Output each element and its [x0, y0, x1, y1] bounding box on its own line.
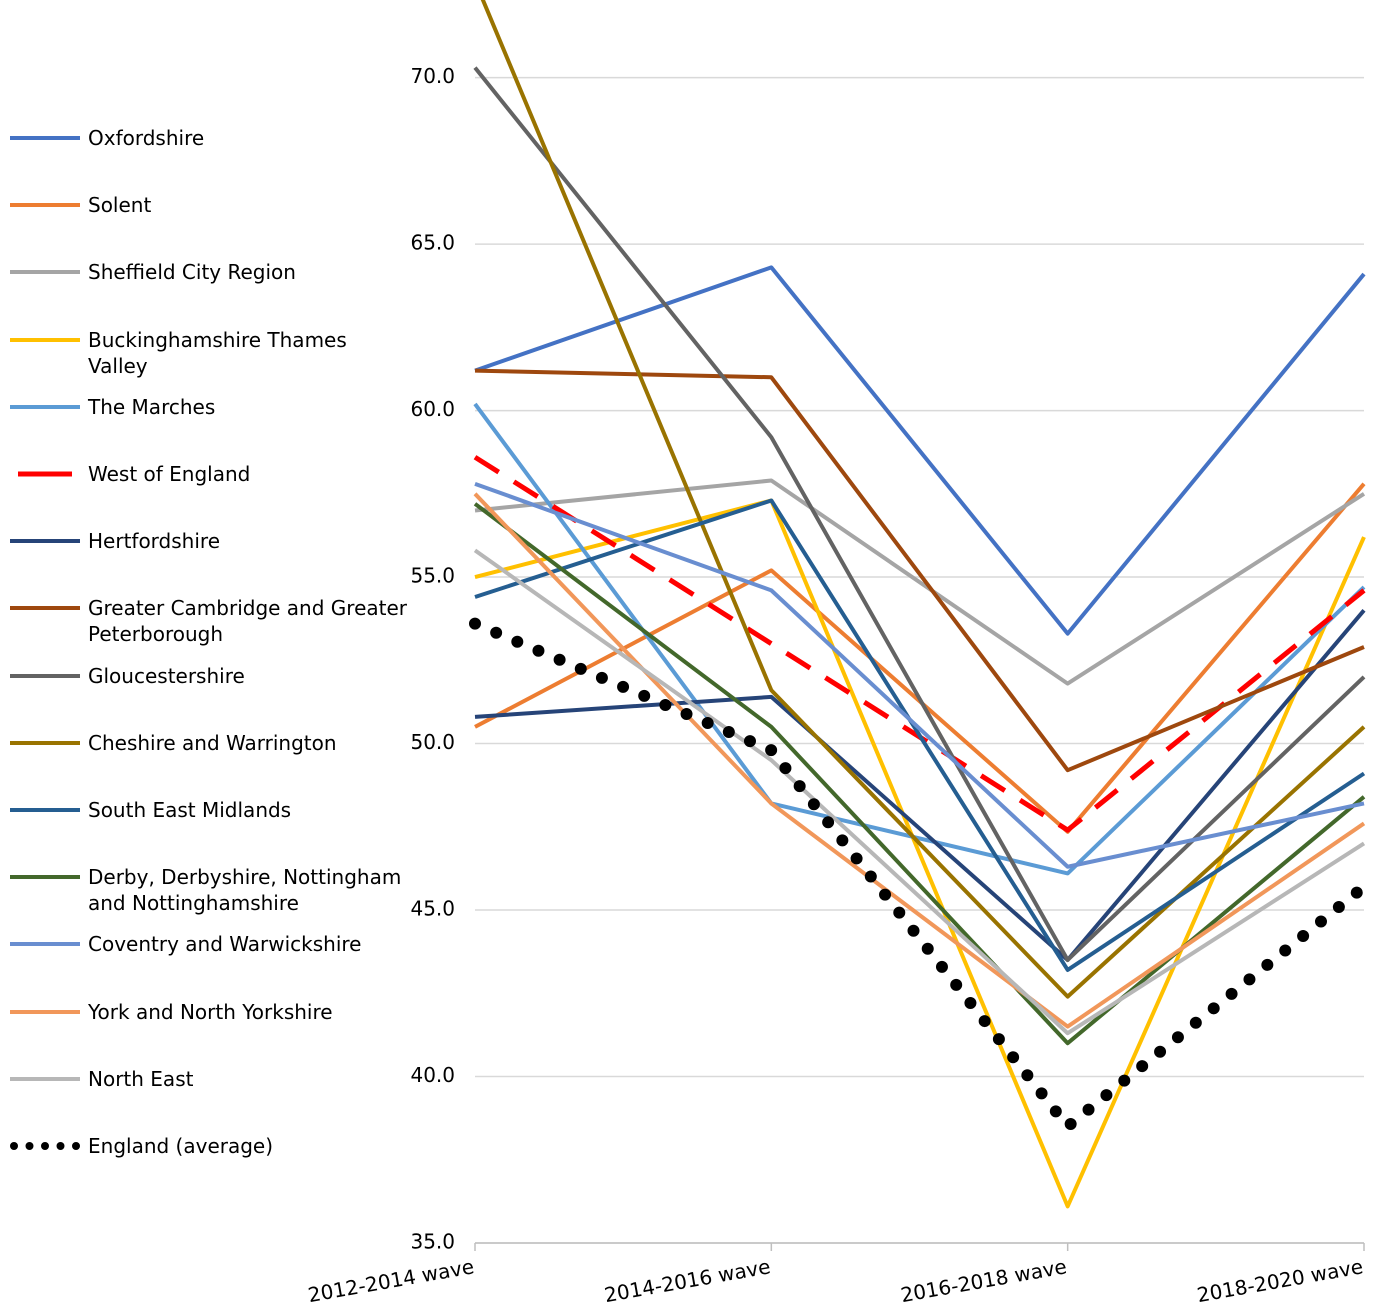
legend-item: West of England — [10, 461, 410, 487]
legend-label: Solent — [88, 193, 152, 218]
legend-swatch — [10, 404, 80, 409]
legend-label: West of England — [88, 462, 251, 486]
legend-item: South East Midlands — [10, 797, 410, 823]
series-line — [474, 498, 1366, 972]
legend-swatch — [10, 1142, 82, 1150]
legend-label: York and North Yorkshire — [88, 999, 333, 1024]
legend-label: Derby, Derbyshire, Nottingham and Nottin… — [88, 865, 402, 916]
legend-swatch — [10, 875, 80, 880]
legend-item: Buckinghamshire Thames Valley — [10, 327, 410, 379]
series-line — [473, 66, 1366, 962]
legend-item: Hertfordshire — [10, 528, 410, 554]
legend-label: Hertfordshire — [88, 529, 220, 554]
legend-item: Oxfordshire — [10, 125, 410, 151]
series-line — [473, 548, 1366, 1036]
legend-item: Gloucestershire — [10, 663, 410, 689]
x-tick-label: 2016-2018 wave — [899, 1254, 1069, 1307]
x-tick-label: 2012-2014 wave — [306, 1254, 476, 1307]
legend-label: North East — [88, 1066, 194, 1091]
series-line — [474, 481, 1365, 869]
legend-swatch — [10, 203, 80, 208]
legend-item: England (average) — [10, 1133, 410, 1159]
series-line — [469, 617, 1370, 1133]
legend-swatch — [10, 270, 80, 275]
y-tick-label: 55.0 — [410, 564, 455, 588]
legend-swatch — [10, 136, 80, 140]
legend-swatch — [10, 673, 80, 678]
legend-label: Sheffield City Region — [88, 260, 296, 285]
legend-swatch — [10, 1076, 80, 1081]
legend-item: North East — [10, 1066, 410, 1092]
legend-swatch — [10, 942, 80, 947]
y-tick-label: 70.0 — [410, 64, 455, 88]
legend-item: Cheshire and Warrington — [10, 730, 410, 756]
y-tick-label: 50.0 — [410, 730, 455, 754]
legend-item: Derby, Derbyshire, Nottingham and Nottin… — [10, 864, 410, 916]
series-line — [480, 0, 1366, 999]
legend-swatch — [10, 337, 80, 342]
legend-label: South East Midlands — [88, 798, 292, 822]
legend-item: York and North Yorkshire — [10, 999, 410, 1025]
series-line — [474, 482, 1366, 834]
legend-label: Gloucestershire — [88, 663, 245, 688]
legend-swatch — [10, 808, 80, 812]
series-line — [474, 478, 1366, 686]
y-tick-label: 35.0 — [410, 1230, 455, 1254]
y-tick-label: 60.0 — [410, 397, 455, 421]
legend-swatch — [10, 471, 80, 477]
x-tick-label: 2014-2016 wave — [602, 1254, 772, 1307]
series-line — [474, 265, 1366, 636]
series-line — [473, 402, 1366, 876]
series-line — [474, 368, 1365, 773]
legend-item: Solent — [10, 192, 410, 218]
legend-label: Buckinghamshire Thames Valley — [88, 327, 347, 378]
y-tick-label: 40.0 — [410, 1063, 455, 1087]
legend-label: Oxfordshire — [88, 126, 205, 150]
legend-label: Cheshire and Warrington — [88, 730, 337, 755]
legend-item: Sheffield City Region — [10, 259, 410, 285]
series-line — [473, 492, 1366, 1029]
legend-item: Coventry and Warwickshire — [10, 931, 410, 957]
legend-label: Coventry and Warwickshire — [88, 932, 362, 957]
legend-label: England (average) — [88, 1134, 274, 1158]
legend-label: Greater Cambridge and Greater Peterborou… — [88, 596, 407, 647]
legend-swatch — [10, 740, 80, 745]
legend-label: The Marches — [88, 394, 216, 419]
plot — [469, 0, 1370, 1209]
series-line — [474, 609, 1366, 962]
legend-swatch — [10, 606, 80, 611]
legend-swatch — [10, 1009, 80, 1014]
series-line — [473, 502, 1366, 1046]
legend-swatch — [10, 539, 80, 544]
y-tick-label: 65.0 — [410, 231, 455, 255]
legend-item: Greater Cambridge and Greater Peterborou… — [10, 595, 410, 647]
x-tick-label: 2018-2020 wave — [1195, 1254, 1365, 1307]
y-tick-label: 45.0 — [410, 897, 455, 921]
legend-item: The Marches — [10, 394, 410, 420]
